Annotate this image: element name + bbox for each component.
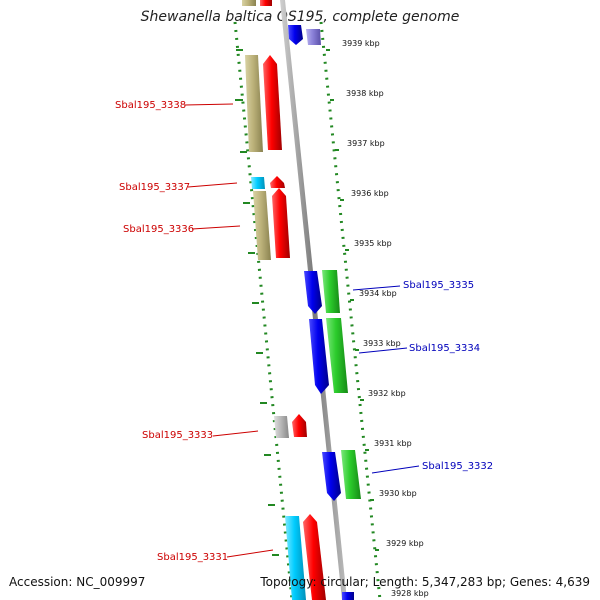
leader-line [187,182,238,188]
gc-left-ticks [235,49,279,556]
tick-label: 3935 kbp [354,239,392,248]
gc-skew-left-boundary [233,21,294,600]
leader-line [191,225,241,230]
gene-label-3336[interactable]: Sbal195_3336 [123,224,194,235]
gene-label-3335[interactable]: Sbal195_3335 [403,280,474,291]
tick-label: 3929 kbp [386,539,424,548]
leader-line [358,347,408,354]
gene-cyan-3331[interactable] [285,516,306,600]
tick-label: 3932 kbp [368,389,406,398]
gene-blue-top[interactable] [288,25,303,45]
tick-label: 3933 kbp [363,339,401,348]
kbp-scale: 3939 kbp 3938 kbp 3937 kbp 3936 kbp 3935… [342,39,429,598]
gc-right-ticks [326,49,379,551]
tick-label: 3939 kbp [342,39,380,48]
gene-green-3332[interactable] [341,450,361,499]
gene-cyan-3337[interactable] [251,177,265,189]
gene-label-3333[interactable]: Sbal195_3333 [142,430,213,441]
gc-skew-right-boundary [319,21,382,600]
tick-label: 3931 kbp [374,439,412,448]
gene-blue-bottom[interactable] [342,592,354,600]
gene-khaki-3338[interactable] [245,55,263,152]
gene-red-3337[interactable] [270,176,285,188]
gene-blue-3332[interactable] [322,452,341,501]
leader-line [226,549,274,558]
leader-line [371,465,420,474]
gene-label-3337[interactable]: Sbal195_3337 [119,182,190,193]
tick-label: 3934 kbp [359,289,397,298]
gene-red-3338[interactable] [263,55,282,150]
tick-label: 3938 kbp [346,89,384,98]
genome-summary-text: Topology: circular; Length: 5,347,283 bp… [260,575,590,589]
map-title: Shewanella baltica OS195, complete genom… [140,9,460,25]
gene-label-3334[interactable]: Sbal195_3334 [409,343,480,354]
tick-label: 3930 kbp [379,489,417,498]
gene-red-3336[interactable] [272,188,290,258]
leader-line [212,430,259,437]
gene-green-3335[interactable] [322,270,340,313]
tick-label: 3936 kbp [351,189,389,198]
gene-red-3331[interactable] [303,514,326,600]
gene-red-top[interactable] [260,0,272,6]
gene-green-3334[interactable] [326,318,348,393]
gene-khaki-top[interactable] [242,0,256,6]
leader-line [184,103,234,106]
gene-label-group: Sbal195_3338 Sbal195_3337 Sbal195_3336 S… [115,100,493,563]
accession-text: Accession: NC_009997 [9,575,146,589]
gene-blue-3334[interactable] [309,319,329,394]
gene-label-3338[interactable]: Sbal195_3338 [115,100,186,111]
gene-blue-3335[interactable] [304,271,322,314]
gene-label-3332[interactable]: Sbal195_3332 [422,461,493,472]
gene-khaki-3336[interactable] [253,191,271,260]
gene-label-3331[interactable]: Sbal195_3331 [157,552,228,563]
gene-lavender-top[interactable] [306,29,321,45]
gene-red-3333[interactable] [292,414,307,437]
leader-line [352,285,401,291]
gene-gray-3333[interactable] [274,416,289,438]
tick-label: 3937 kbp [347,139,385,148]
tick-label: 3928 kbp [391,589,429,598]
